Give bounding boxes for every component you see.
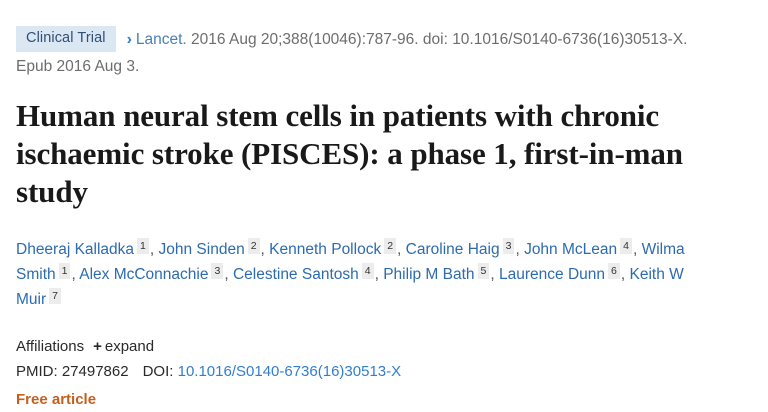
author-link[interactable]: Caroline Haig [405,241,500,258]
author-separator: , [260,241,270,258]
page-title: Human neural stem cells in patients with… [16,98,683,209]
citation-block: Clinical Trial › Lancet. 2016 Aug 20;388(1… [16,0,752,80]
author-affiliation-marker[interactable]: 1 [58,262,71,279]
author-affiliation-marker[interactable]: 1 [137,237,149,254]
author-separator: , [374,266,384,283]
doi-label: DOI: [142,363,174,380]
epub-date: Epub 2016 Aug 3. [16,58,140,75]
publication-type-badge[interactable]: Clinical Trial [16,26,116,52]
author-link[interactable]: Celestine Santosh [232,266,359,283]
author-affiliation-marker[interactable]: 2 [247,237,260,254]
author-link[interactable]: Dheeraj Kalladka [16,241,135,258]
author-affiliation-marker[interactable]: 7 [49,287,61,304]
author-link[interactable]: Alex McConnachie [79,266,209,283]
expand-affiliations-button[interactable]: + expand [93,338,154,355]
citation-line-1: Clinical Trial › Lancet. 2016 Aug 20;388(1… [16,26,752,53]
author-link[interactable]: John McLean [524,241,618,258]
author-separator: , [224,266,233,283]
author-separator: , [515,241,525,258]
affiliations-row: Affiliations + expand [16,334,752,359]
expand-label: expand [104,338,155,355]
author-affiliation-marker[interactable]: 5 [477,262,490,279]
chevron-right-icon: › [126,31,132,48]
identifiers-row: PMID: 27497862 DOI: 10.1016/S0140-6736(16… [16,359,752,384]
author-link[interactable]: Wilma Smith [16,241,685,283]
author-separator: , [632,241,642,258]
author-affiliation-marker[interactable]: 2 [384,237,397,254]
citation-details: 2016 Aug 20;388(10046):787-96. doi: 10.1… [186,31,688,48]
author-separator: , [490,266,500,283]
author-separator: , [620,266,630,283]
pmid-value: 27497862 [61,363,129,380]
author-list: Dheeraj Kalladka 1, John Sinden 2, Kenneth… [16,237,716,312]
author-link[interactable]: Kenneth Pollock [269,241,382,258]
author-link[interactable]: John Sinden [158,241,245,258]
author-affiliation-marker[interactable]: 4 [620,237,632,254]
author-separator: , [149,241,159,258]
author-link[interactable]: Laurence Dunn [499,266,606,283]
free-article-badge: Free article [16,391,97,408]
pmid-label: PMID: [16,363,58,380]
article-meta: Affiliations + expand PMID: 27497862 DOI: 1… [16,334,752,412]
author-affiliation-marker[interactable]: 3 [502,237,515,254]
author-affiliation-marker[interactable]: 6 [608,262,620,279]
author-separator: , [71,266,80,283]
plus-icon: + [93,338,102,355]
author-link[interactable]: Keith W Muir [16,266,684,308]
author-link[interactable]: Philip M Bath [383,266,475,283]
doi-link[interactable]: 10.1016/S0140-6736(16)30513-X [177,363,402,380]
affiliations-label: Affiliations [16,338,85,355]
author-affiliation-marker[interactable]: 3 [211,262,224,279]
author-affiliation-marker[interactable]: 4 [361,262,374,279]
journal-link[interactable]: Lancet. [135,31,187,48]
author-separator: , [397,241,406,258]
